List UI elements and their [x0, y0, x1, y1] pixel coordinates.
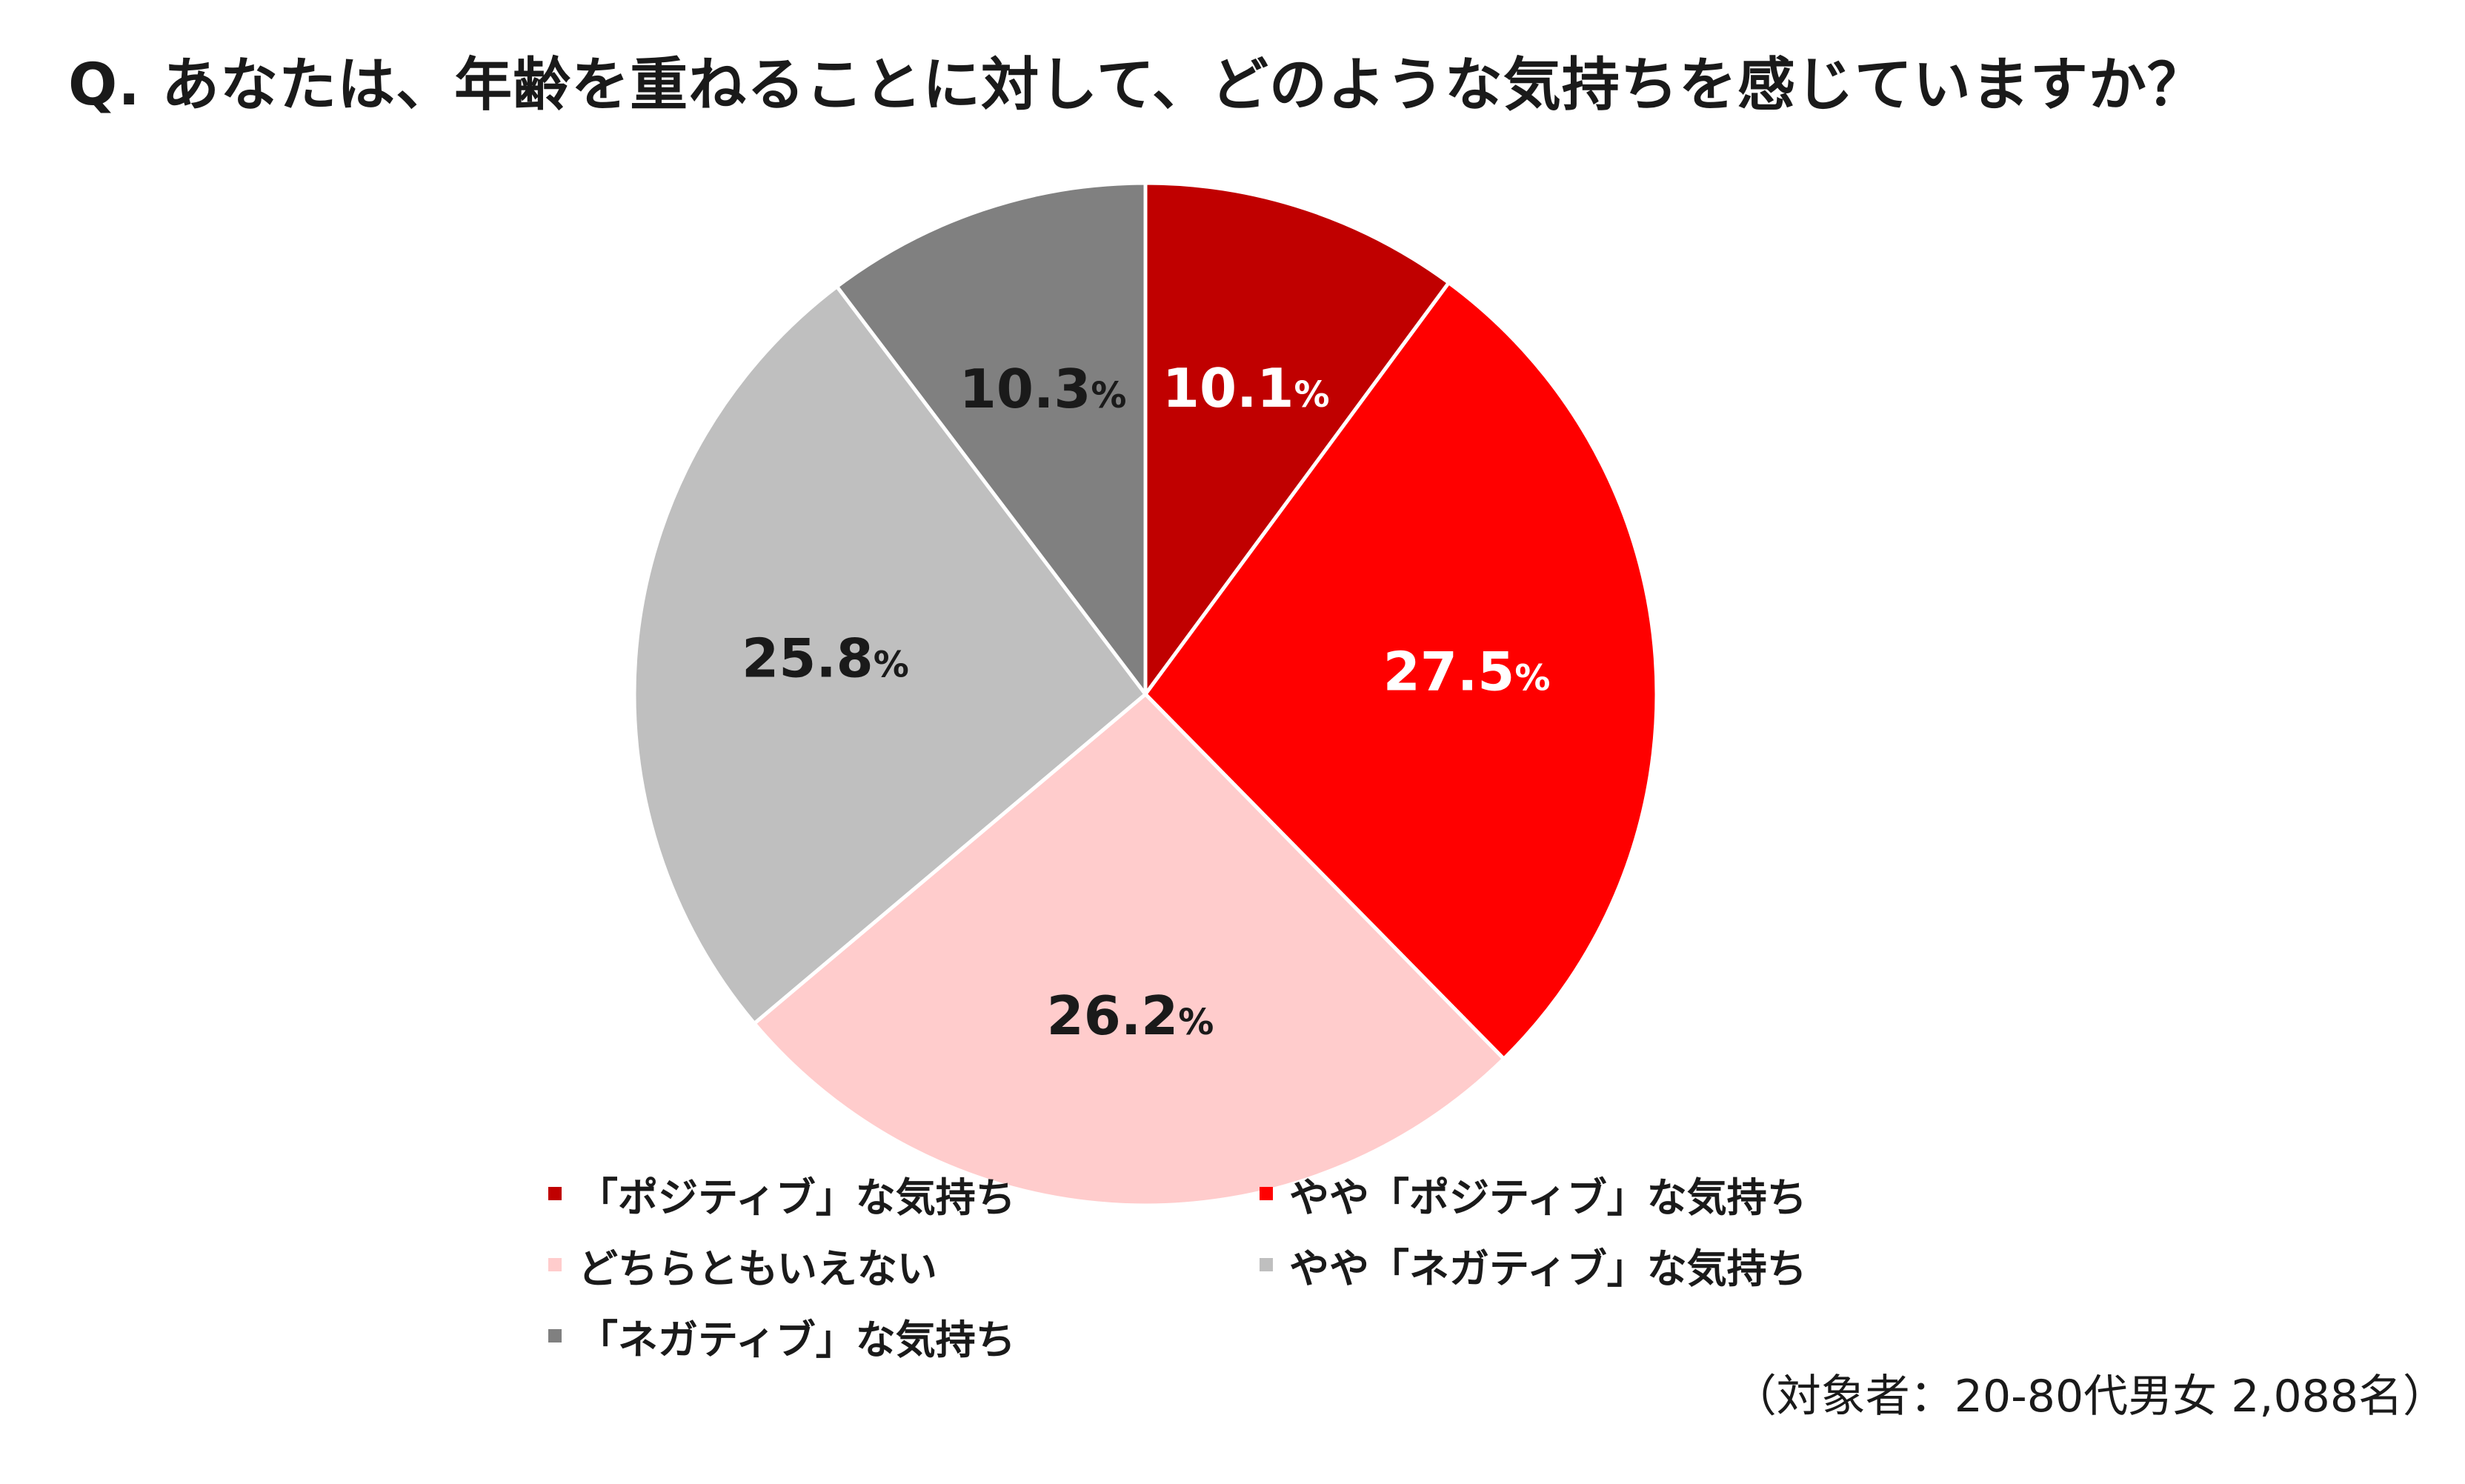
- legend-swatch-4: [1260, 1258, 1273, 1271]
- legend-item-3: どちらともいえない: [548, 1236, 1260, 1294]
- chart-title: Q. あなたは、年齢を重ねることに対して、どのような気持ちを感じていますか？: [68, 52, 2206, 119]
- pie-slices: [632, 181, 1659, 1208]
- slice-value-label-3: 26.2%: [1047, 985, 1214, 1047]
- legend-item-1: 「ポジティブ」な気持ち: [548, 1165, 1260, 1222]
- legend-label-5: 「ネガティブ」な気持ち: [578, 1316, 1016, 1363]
- legend-swatch-1: [548, 1187, 562, 1200]
- legend-swatch-5: [548, 1329, 562, 1342]
- pie-slice-5: [835, 181, 1148, 696]
- pie-labels: 10.1% 27.5% 26.2% 25.8% 10.3%: [742, 357, 1550, 1047]
- legend-label-4: やや「ネガティブ」な気持ち: [1289, 1245, 1807, 1292]
- legend-item-5: 「ネガティブ」な気持ち: [548, 1307, 1260, 1365]
- legend-label-2: やや「ポジティブ」な気持ち: [1289, 1174, 1807, 1221]
- slice-value-label-4: 25.8%: [742, 628, 909, 690]
- legend-swatch-3: [548, 1258, 562, 1271]
- slice-value-label-1: 10.1%: [1162, 357, 1330, 419]
- respondents-note: （対象者：20-80代男女 2,088名）: [1732, 1371, 2447, 1423]
- pie-slice-2: [1143, 281, 1659, 1061]
- legend: 「ポジティブ」な気持ち やや「ポジティブ」な気持ちどちらともいえない やや「ネガティ…: [548, 1165, 1808, 1365]
- legend-swatch-2: [1260, 1187, 1273, 1200]
- pie-slice-4: [632, 285, 1148, 1025]
- legend-item-2: やや「ポジティブ」な気持ち: [1260, 1165, 1808, 1222]
- legend-label-1: 「ポジティブ」な気持ち: [578, 1174, 1016, 1221]
- pie-slice-3: [752, 692, 1506, 1208]
- legend-item-4: やや「ネガティブ」な気持ち: [1260, 1236, 1808, 1294]
- slice-value-label-5: 10.3%: [959, 358, 1127, 420]
- slice-value-label-2: 27.5%: [1383, 640, 1551, 702]
- pie-slice-1: [1143, 181, 1451, 696]
- legend-label-3: どちらともいえない: [578, 1245, 937, 1292]
